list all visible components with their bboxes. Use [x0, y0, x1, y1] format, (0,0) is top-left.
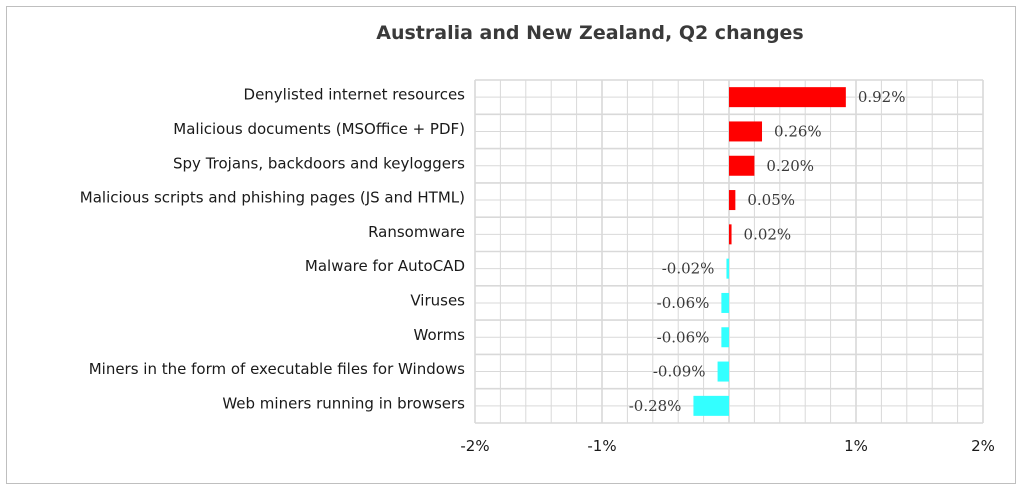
- bar: [729, 190, 736, 211]
- category-label: Spy Trojans, backdoors and keyloggers: [173, 154, 465, 172]
- gridlines: [474, 79, 984, 424]
- data-label: 0.26%: [774, 122, 822, 140]
- category-label: Ransomware: [368, 223, 465, 241]
- x-tick-label: 2%: [971, 437, 995, 455]
- x-tick-label: -1%: [587, 437, 616, 455]
- bar: [717, 361, 729, 382]
- data-label: 0.05%: [747, 191, 795, 209]
- data-label: -0.06%: [657, 294, 710, 312]
- bar: [721, 292, 729, 313]
- bar: [721, 327, 729, 348]
- data-label: 0.02%: [744, 225, 792, 243]
- category-label: Web miners running in browsers: [222, 394, 465, 412]
- data-label: 0.92%: [858, 88, 906, 106]
- chart-frame: [6, 6, 1016, 484]
- category-label: Miners in the form of executable files f…: [89, 360, 465, 378]
- data-label: -0.28%: [629, 397, 682, 415]
- bar: [693, 395, 729, 416]
- bar: [729, 121, 763, 142]
- data-label: -0.02%: [662, 260, 715, 278]
- category-label: Malicious scripts and phishing pages (JS…: [80, 189, 465, 207]
- category-label: Denylisted internet resources: [244, 86, 466, 104]
- bars: [693, 87, 846, 416]
- data-label: -0.06%: [657, 328, 710, 346]
- category-label: Viruses: [410, 291, 465, 309]
- bar: [726, 258, 729, 279]
- bar: [729, 224, 732, 245]
- category-labels: Denylisted internet resources Malicious d…: [80, 86, 465, 413]
- data-label: -0.09%: [653, 363, 706, 381]
- category-label: Malicious documents (MSOffice + PDF): [173, 120, 465, 138]
- category-label: Worms: [414, 326, 466, 344]
- x-tick-label: 1%: [844, 437, 868, 455]
- bar: [729, 87, 846, 108]
- data-label: 0.20%: [766, 157, 814, 175]
- chart-title: Australia and New Zealand, Q2 changes: [376, 22, 804, 44]
- bar: [729, 155, 755, 176]
- category-label: Malware for AutoCAD: [305, 257, 465, 275]
- x-axis-tick-labels: -2% -1% 1% 2%: [460, 437, 995, 455]
- value-labels: 0.92% 0.26% 0.20% 0.05% 0.02% -0.02% -0.06% -0.…: [629, 88, 906, 415]
- x-tick-label: -2%: [460, 437, 489, 455]
